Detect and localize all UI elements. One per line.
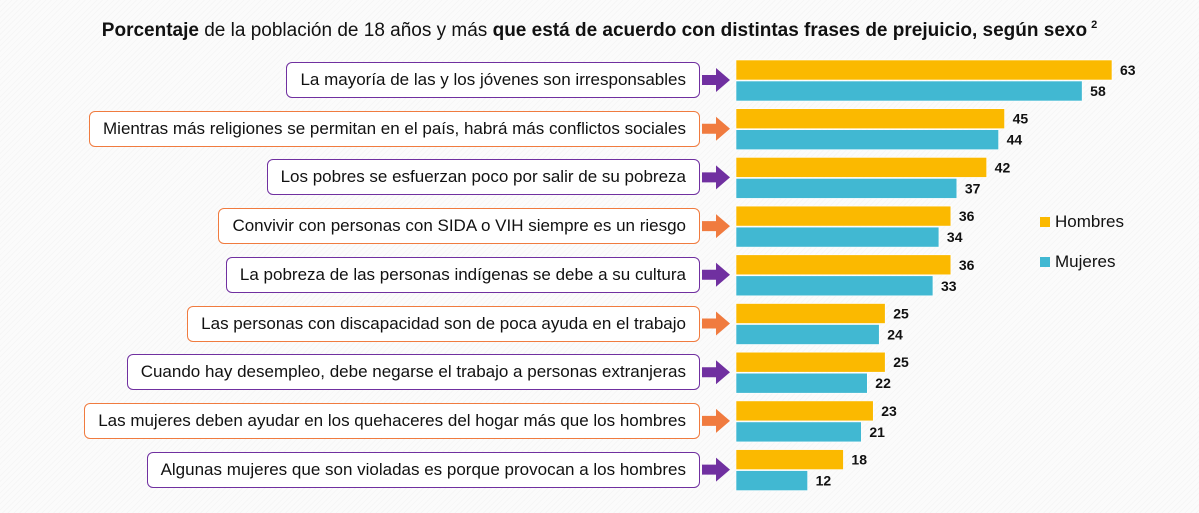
data-label-mujeres: 22 [875, 375, 891, 391]
bar-mujeres [735, 226, 940, 248]
arrow-icon [702, 360, 730, 385]
category-label: Los pobres se esfuerzan poco por salir d… [266, 159, 700, 196]
data-label-hombres: 25 [893, 306, 909, 322]
legend-swatch-icon [1040, 257, 1050, 267]
legend-swatch-icon [1040, 217, 1050, 227]
category-label: La pobreza de las personas indígenas se … [225, 256, 700, 293]
category-label: La mayoría de las y los jóvenes son irre… [286, 62, 700, 98]
data-label-mujeres: 33 [941, 278, 957, 294]
bar-hombres [735, 254, 952, 276]
bar-hombres [735, 108, 1005, 129]
arrow-icon [702, 165, 730, 190]
data-label-hombres: 45 [1013, 111, 1029, 127]
title-bold-1: Porcentaje [101, 20, 199, 41]
data-label-mujeres: 24 [887, 327, 903, 343]
category-label: Las personas con discapacidad son de poc… [187, 305, 700, 342]
arrow-icon [702, 457, 730, 482]
bar-hombres [735, 157, 987, 178]
category-label: Mientras más religiones se permitan en e… [89, 110, 700, 147]
bar-mujeres [735, 129, 999, 150]
arrow-icon [702, 116, 730, 141]
category-label: Convivir con personas con SIDA o VIH sie… [218, 208, 700, 245]
bar-mujeres [735, 178, 958, 199]
data-label-mujeres: 21 [869, 424, 885, 440]
data-label-hombres: 63 [1120, 62, 1136, 78]
legend-item-hombres: Hombres [1040, 212, 1124, 232]
legend-label: Mujeres [1055, 252, 1116, 271]
arrow-icon [702, 68, 730, 92]
data-label-hombres: 18 [851, 452, 867, 468]
arrow-icon [702, 214, 730, 239]
bar-mujeres [735, 470, 808, 491]
bar-mujeres [735, 80, 1083, 102]
arrow-icon [702, 262, 730, 287]
data-label-mujeres: 34 [947, 229, 963, 245]
chart-title: Porcentaje de la población de 18 años y … [0, 19, 1199, 42]
bar-mujeres [735, 372, 868, 394]
data-label-hombres: 23 [881, 403, 897, 419]
bar-mujeres [735, 324, 880, 345]
data-label-mujeres: 44 [1007, 132, 1023, 148]
bar-mujeres [735, 275, 934, 297]
data-label-mujeres: 12 [816, 473, 832, 489]
title-footnote: 2 [1091, 19, 1098, 31]
data-label-hombres: 36 [959, 257, 975, 273]
bar-hombres [735, 400, 874, 422]
title-regular: de la población de 18 años y más [198, 20, 493, 41]
bar-mujeres [735, 421, 862, 443]
title-bold-2: que está de acuerdo con distintas frases… [492, 20, 1088, 41]
bar-hombres [735, 351, 886, 373]
data-label-hombres: 36 [959, 208, 975, 224]
legend-label: Hombres [1055, 212, 1124, 231]
data-label-hombres: 42 [995, 159, 1011, 175]
bar-hombres [735, 205, 952, 227]
legend-item-mujeres: Mujeres [1040, 252, 1115, 272]
bar-hombres [735, 59, 1113, 81]
data-label-hombres: 25 [893, 354, 909, 370]
arrow-icon [702, 408, 730, 433]
bar-hombres [735, 449, 844, 470]
category-label: Algunas mujeres que son violadas es porq… [146, 451, 700, 488]
category-label: Cuando hay desempleo, debe negarse el tr… [126, 354, 700, 391]
category-label: Las mujeres deben ayudar en los quehacer… [84, 402, 700, 439]
arrow-icon [702, 311, 730, 336]
data-label-mujeres: 37 [965, 180, 981, 196]
bar-hombres [735, 303, 886, 324]
data-label-mujeres: 58 [1090, 83, 1106, 99]
